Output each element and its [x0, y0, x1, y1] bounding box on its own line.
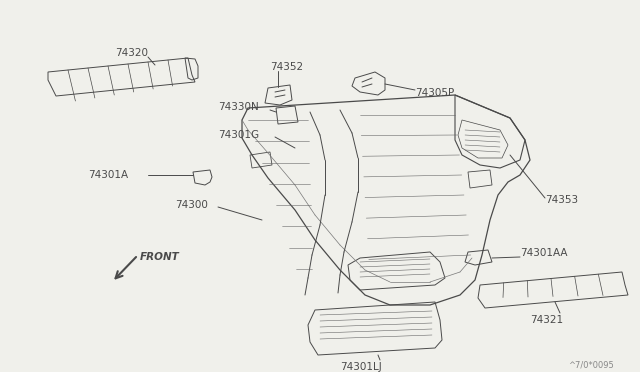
Text: 74330N: 74330N — [218, 102, 259, 112]
Text: 74301A: 74301A — [88, 170, 128, 180]
Text: 74301G: 74301G — [218, 130, 259, 140]
Text: 74321: 74321 — [530, 315, 563, 325]
Text: 74300: 74300 — [175, 200, 208, 210]
Text: 74301LJ: 74301LJ — [340, 362, 381, 372]
Text: 74305P: 74305P — [415, 88, 454, 98]
Text: 74353: 74353 — [545, 195, 578, 205]
Text: 74352: 74352 — [270, 62, 303, 72]
Text: 74320: 74320 — [115, 48, 148, 58]
Text: FRONT: FRONT — [140, 252, 180, 262]
Text: 74301AA: 74301AA — [520, 248, 568, 258]
Text: ^7/0*0095: ^7/0*0095 — [568, 360, 614, 369]
